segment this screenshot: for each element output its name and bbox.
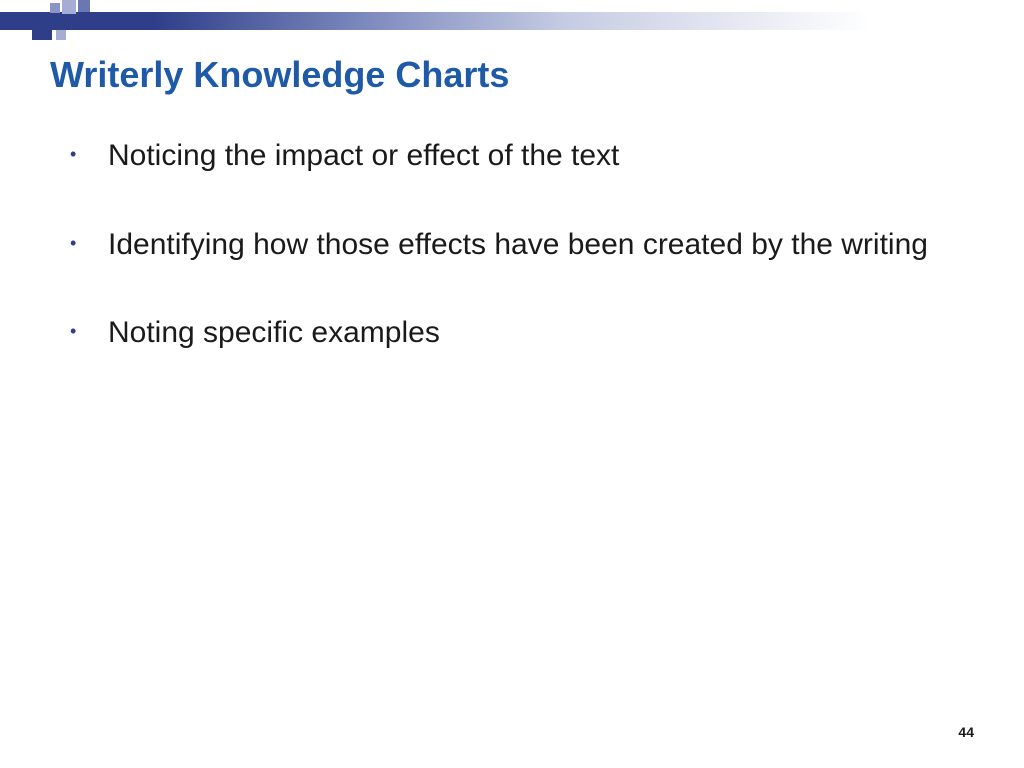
page-number: 44 xyxy=(958,724,974,740)
slide-title: Writerly Knowledge Charts xyxy=(50,54,974,96)
list-item: Identifying how those effects have been … xyxy=(60,225,974,266)
slide-content: Writerly Knowledge Charts Noticing the i… xyxy=(50,54,974,402)
header-gradient-bar xyxy=(0,12,1024,30)
list-item: Noting specific examples xyxy=(60,313,974,354)
header-decoration xyxy=(0,0,1024,40)
decoration-square-icon xyxy=(32,20,52,40)
bullet-list: Noticing the impact or effect of the tex… xyxy=(50,136,974,354)
decoration-square-icon xyxy=(50,3,60,13)
decoration-square-icon xyxy=(62,0,76,14)
decoration-square-icon xyxy=(56,30,66,40)
decoration-square-icon xyxy=(78,0,90,12)
list-item: Noticing the impact or effect of the tex… xyxy=(60,136,974,177)
